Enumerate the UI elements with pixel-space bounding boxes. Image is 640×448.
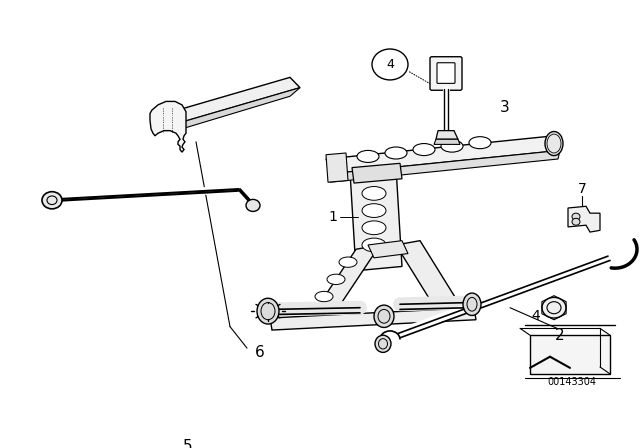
Text: 3: 3 bbox=[500, 100, 510, 115]
Ellipse shape bbox=[463, 293, 481, 315]
Text: 4: 4 bbox=[386, 58, 394, 71]
Ellipse shape bbox=[339, 257, 357, 267]
Ellipse shape bbox=[385, 147, 407, 159]
Polygon shape bbox=[326, 136, 560, 174]
Polygon shape bbox=[172, 88, 300, 131]
Ellipse shape bbox=[375, 335, 391, 353]
Ellipse shape bbox=[327, 274, 345, 284]
Ellipse shape bbox=[362, 238, 386, 252]
Polygon shape bbox=[350, 168, 402, 271]
Ellipse shape bbox=[257, 298, 279, 324]
Polygon shape bbox=[396, 241, 460, 310]
Polygon shape bbox=[326, 153, 348, 182]
Circle shape bbox=[42, 192, 62, 209]
Polygon shape bbox=[530, 335, 610, 374]
Ellipse shape bbox=[469, 137, 491, 149]
Polygon shape bbox=[352, 164, 402, 183]
Ellipse shape bbox=[362, 186, 386, 200]
Polygon shape bbox=[568, 206, 600, 232]
Polygon shape bbox=[150, 101, 186, 152]
Text: 1: 1 bbox=[328, 210, 337, 224]
Ellipse shape bbox=[545, 132, 563, 155]
Text: 00143304: 00143304 bbox=[547, 377, 596, 387]
Text: 6: 6 bbox=[255, 345, 265, 360]
Polygon shape bbox=[172, 78, 300, 122]
Polygon shape bbox=[316, 245, 380, 310]
Polygon shape bbox=[434, 139, 460, 144]
Text: 2: 2 bbox=[555, 327, 565, 343]
FancyBboxPatch shape bbox=[430, 57, 462, 90]
Ellipse shape bbox=[362, 204, 386, 217]
Text: 5: 5 bbox=[183, 439, 193, 448]
Text: 4: 4 bbox=[532, 309, 540, 323]
Ellipse shape bbox=[441, 140, 463, 152]
Polygon shape bbox=[330, 151, 560, 182]
Ellipse shape bbox=[315, 291, 333, 302]
Ellipse shape bbox=[374, 305, 394, 327]
Circle shape bbox=[542, 297, 566, 318]
Polygon shape bbox=[368, 241, 408, 258]
Polygon shape bbox=[436, 131, 458, 139]
Ellipse shape bbox=[362, 221, 386, 235]
Circle shape bbox=[572, 213, 580, 220]
Polygon shape bbox=[270, 308, 476, 330]
Circle shape bbox=[572, 218, 580, 225]
Text: 7: 7 bbox=[578, 182, 586, 196]
FancyBboxPatch shape bbox=[437, 63, 455, 83]
Circle shape bbox=[246, 199, 260, 211]
Ellipse shape bbox=[357, 151, 379, 163]
Circle shape bbox=[372, 49, 408, 80]
Ellipse shape bbox=[413, 143, 435, 155]
